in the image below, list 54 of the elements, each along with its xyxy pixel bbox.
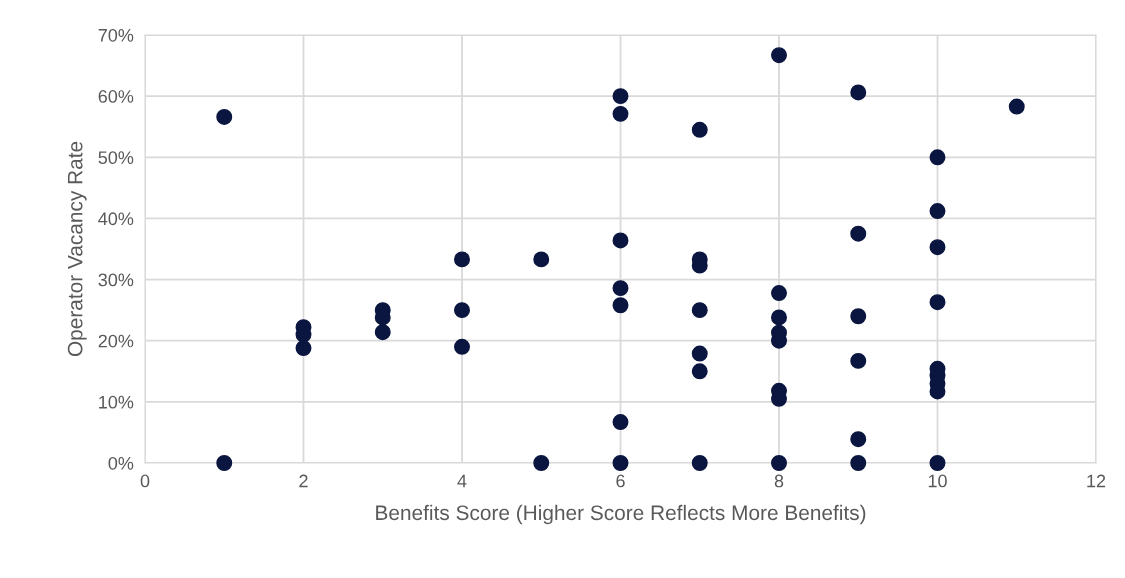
point <box>929 455 946 471</box>
point <box>691 455 708 471</box>
point <box>612 414 629 431</box>
x-tick-label: 8 <box>774 474 784 488</box>
point <box>850 352 867 369</box>
x-tick-label: 0 <box>140 474 150 488</box>
point <box>691 302 708 319</box>
point <box>929 239 946 256</box>
x-tick-label: 6 <box>616 474 625 488</box>
point <box>612 88 629 105</box>
point <box>771 47 787 64</box>
point <box>929 294 946 311</box>
y-tick-label: 50% <box>98 151 134 165</box>
x-tick-label: 12 <box>1087 474 1106 488</box>
point <box>850 308 867 325</box>
point <box>850 431 867 448</box>
x-tick-label: 10 <box>928 474 947 488</box>
x-tick-label: 4 <box>457 474 467 488</box>
point <box>850 84 867 101</box>
point <box>691 363 708 380</box>
y-tick-label: 20% <box>98 334 134 348</box>
y-tick-label: 0% <box>108 456 134 470</box>
point <box>454 251 470 268</box>
point <box>454 338 470 355</box>
point <box>295 340 312 357</box>
point <box>612 297 629 314</box>
point <box>850 455 867 471</box>
point <box>929 203 946 220</box>
point <box>612 455 629 471</box>
y-tick-label: 60% <box>98 90 134 103</box>
point <box>612 232 629 249</box>
point <box>929 149 946 166</box>
y-tick-label: 30% <box>98 273 134 287</box>
point <box>216 108 233 125</box>
point <box>771 285 787 302</box>
point <box>612 280 629 297</box>
point <box>771 309 787 326</box>
point <box>612 105 629 122</box>
point <box>691 345 708 362</box>
x-tick-label: 2 <box>299 474 308 488</box>
point <box>533 251 550 268</box>
y-tick-label: 10% <box>99 395 134 409</box>
point <box>691 121 708 138</box>
point <box>216 455 233 471</box>
point <box>374 324 391 341</box>
point <box>1008 98 1025 115</box>
point <box>454 302 470 319</box>
x-axis-title: Benefits Score (Higher Score Reflects More Benefits) <box>376 504 866 525</box>
y-tick-label: 40% <box>98 212 134 226</box>
point <box>850 225 867 242</box>
y-axis-title: Operator Vacancy Rate <box>67 141 87 357</box>
point <box>771 455 787 471</box>
y-tick-label: 70% <box>98 28 134 42</box>
point <box>533 455 550 471</box>
